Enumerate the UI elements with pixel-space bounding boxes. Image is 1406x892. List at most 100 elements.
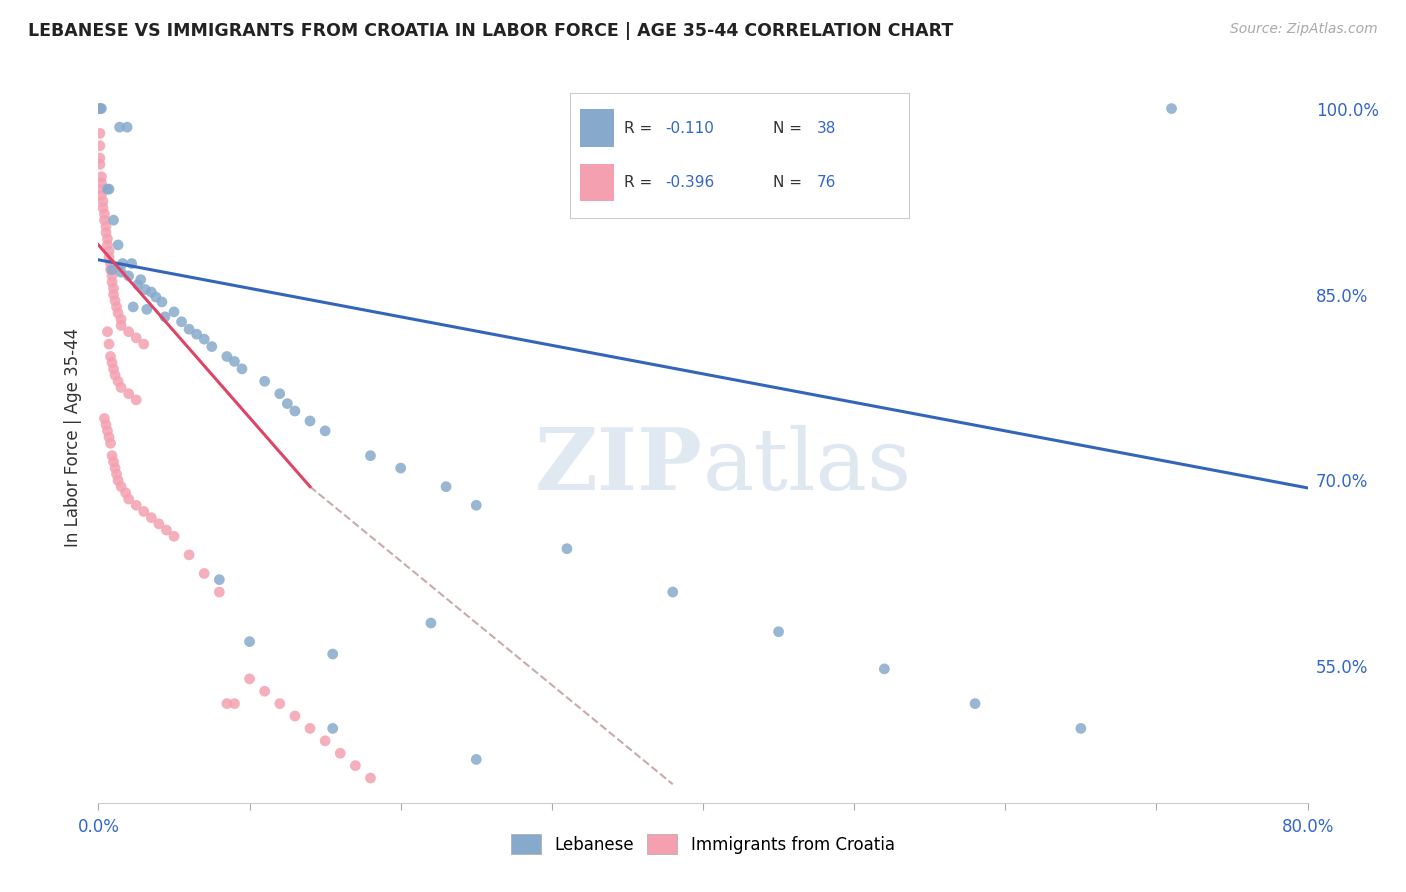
Point bbox=[224, 354, 246, 368]
Point bbox=[193, 566, 215, 581]
Point bbox=[104, 368, 127, 383]
Point bbox=[153, 310, 176, 324]
Point bbox=[96, 424, 118, 438]
Point bbox=[98, 182, 121, 196]
Point bbox=[110, 312, 132, 326]
Point bbox=[101, 449, 124, 463]
Point bbox=[90, 176, 112, 190]
Point bbox=[201, 340, 224, 354]
Point bbox=[103, 455, 125, 469]
Point bbox=[186, 327, 208, 342]
Point bbox=[101, 356, 124, 370]
Point bbox=[135, 302, 157, 317]
Point bbox=[253, 374, 276, 388]
Text: LEBANESE VS IMMIGRANTS FROM CROATIA IN LABOR FORCE | AGE 35-44 CORRELATION CHART: LEBANESE VS IMMIGRANTS FROM CROATIA IN L… bbox=[28, 22, 953, 40]
Point bbox=[118, 325, 141, 339]
Point bbox=[98, 250, 121, 264]
Point bbox=[110, 380, 132, 394]
Point bbox=[215, 697, 238, 711]
Point bbox=[284, 709, 307, 723]
Point bbox=[360, 771, 382, 785]
Point bbox=[239, 672, 262, 686]
Point bbox=[96, 238, 118, 252]
Point bbox=[89, 102, 111, 116]
Point bbox=[107, 374, 129, 388]
Point bbox=[276, 396, 298, 410]
Point bbox=[110, 265, 132, 279]
Point bbox=[965, 697, 987, 711]
Point bbox=[90, 102, 112, 116]
Text: atlas: atlas bbox=[703, 425, 912, 508]
Point bbox=[96, 325, 118, 339]
Point bbox=[90, 188, 112, 202]
Point bbox=[103, 213, 125, 227]
Point bbox=[100, 262, 122, 277]
Point bbox=[104, 461, 127, 475]
Point bbox=[103, 281, 125, 295]
Point bbox=[110, 318, 132, 333]
Point bbox=[89, 151, 111, 165]
Point bbox=[101, 268, 124, 283]
Point bbox=[93, 213, 115, 227]
Point bbox=[344, 758, 367, 772]
Point bbox=[114, 486, 136, 500]
Point bbox=[465, 498, 488, 512]
Point bbox=[253, 684, 276, 698]
Point bbox=[115, 120, 138, 135]
Point bbox=[89, 126, 111, 140]
Point bbox=[89, 102, 111, 116]
Point bbox=[107, 474, 129, 488]
Point bbox=[170, 315, 193, 329]
Point bbox=[89, 102, 111, 116]
Point bbox=[108, 120, 131, 135]
Point bbox=[89, 138, 111, 153]
Point bbox=[179, 322, 201, 336]
Point bbox=[555, 541, 578, 556]
Point bbox=[163, 529, 186, 543]
Point bbox=[104, 293, 127, 308]
Point bbox=[100, 436, 122, 450]
Point bbox=[1070, 722, 1092, 736]
Point bbox=[150, 295, 173, 310]
Text: ZIP: ZIP bbox=[536, 425, 703, 508]
Point bbox=[873, 662, 896, 676]
Point bbox=[89, 102, 111, 116]
Point bbox=[125, 331, 148, 345]
Point bbox=[322, 647, 344, 661]
Point bbox=[91, 194, 114, 209]
Point bbox=[269, 697, 291, 711]
Point bbox=[90, 169, 112, 184]
Point bbox=[134, 283, 156, 297]
Y-axis label: In Labor Force | Age 35-44: In Labor Force | Age 35-44 bbox=[63, 327, 82, 547]
Point bbox=[101, 275, 124, 289]
Point bbox=[208, 585, 231, 599]
Point bbox=[98, 430, 121, 444]
Point bbox=[329, 746, 352, 760]
Point bbox=[420, 615, 443, 630]
Point bbox=[239, 634, 262, 648]
Point bbox=[129, 272, 152, 286]
Point bbox=[121, 256, 143, 270]
Point bbox=[299, 414, 322, 428]
Point bbox=[661, 585, 683, 599]
Point bbox=[100, 350, 122, 364]
Point bbox=[89, 157, 111, 171]
Point bbox=[132, 337, 155, 351]
Point bbox=[465, 752, 488, 766]
Point bbox=[145, 290, 167, 304]
Point bbox=[93, 411, 115, 425]
Point bbox=[434, 480, 457, 494]
Point bbox=[768, 624, 790, 639]
Point bbox=[132, 504, 155, 518]
Point bbox=[118, 386, 141, 401]
Point bbox=[96, 232, 118, 246]
Point bbox=[105, 467, 128, 482]
Point bbox=[94, 417, 117, 432]
Point bbox=[224, 697, 246, 711]
Point bbox=[314, 424, 336, 438]
Point bbox=[208, 573, 231, 587]
Point bbox=[122, 300, 145, 314]
Point bbox=[141, 285, 163, 299]
Point bbox=[110, 480, 132, 494]
Point bbox=[360, 449, 382, 463]
